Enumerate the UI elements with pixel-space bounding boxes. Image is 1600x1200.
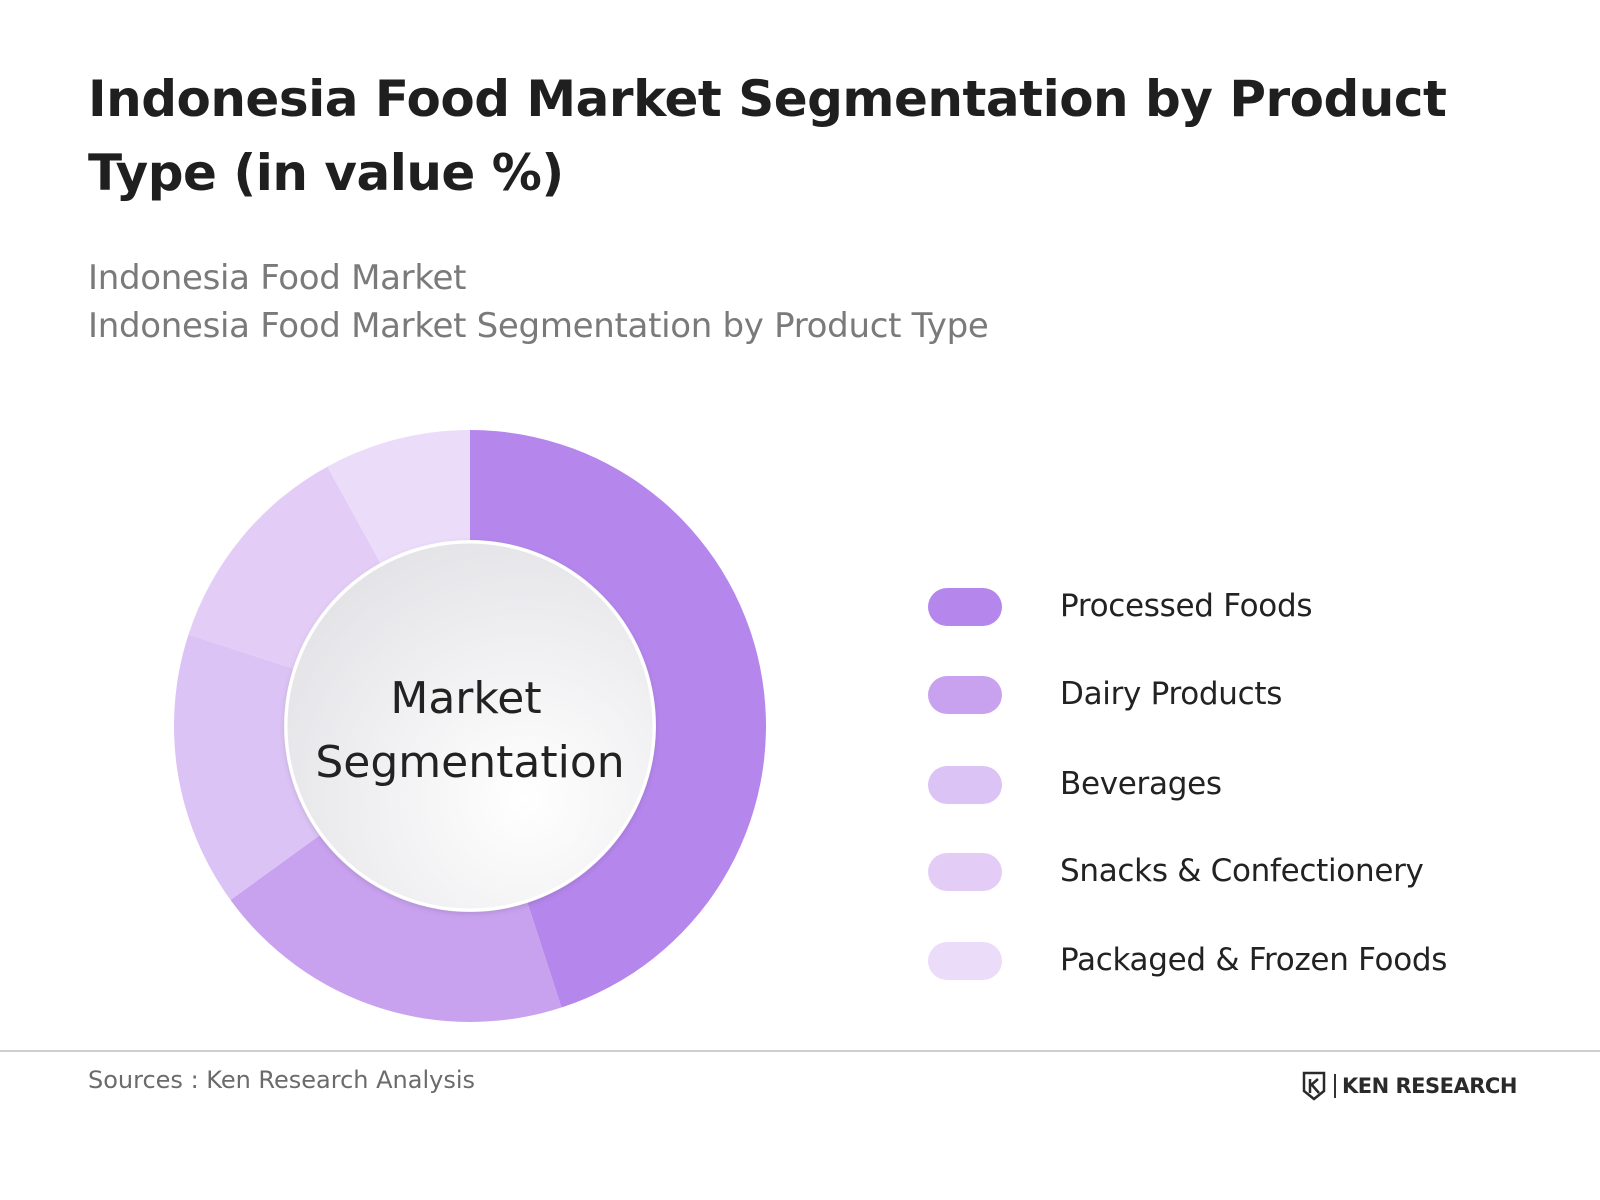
donut-slice-processed-foods bbox=[470, 430, 767, 1008]
legend-swatch bbox=[928, 676, 1002, 714]
legend-label: Processed Foods bbox=[1060, 588, 1313, 624]
donut-center-label-line-1: Market bbox=[390, 673, 541, 724]
legend-item: Processed Foods bbox=[928, 586, 1528, 626]
donut-center-disc bbox=[284, 540, 656, 912]
legend-item: Beverages bbox=[928, 764, 1528, 804]
chart-title: Indonesia Food Market Segmentation by Pr… bbox=[88, 70, 1447, 202]
legend-swatch bbox=[928, 766, 1002, 804]
chart-subtitle-segmentation: Indonesia Food Market Segmentation by Pr… bbox=[88, 306, 989, 346]
legend-label: Snacks & Confectionery bbox=[1060, 853, 1424, 889]
ken-research-logo: KEN RESEARCH bbox=[1300, 1070, 1517, 1102]
legend-item: Dairy Products bbox=[928, 674, 1528, 714]
legend-swatch bbox=[928, 942, 1002, 980]
legend-label: Dairy Products bbox=[1060, 676, 1283, 712]
ken-research-logo-icon bbox=[1302, 1071, 1326, 1101]
source-note: Sources : Ken Research Analysis bbox=[88, 1066, 476, 1094]
legend-swatch bbox=[928, 588, 1002, 626]
brand-name: KEN RESEARCH bbox=[1342, 1074, 1517, 1098]
donut-slice-snacks-confectionery bbox=[188, 466, 381, 669]
legend-label: Packaged & Frozen Foods bbox=[1060, 942, 1448, 978]
legend-swatch bbox=[928, 853, 1002, 891]
footer-divider bbox=[0, 1050, 1600, 1052]
logo-separator bbox=[1334, 1074, 1336, 1098]
legend-label: Beverages bbox=[1060, 766, 1222, 802]
chart-subtitle-market: Indonesia Food Market bbox=[88, 258, 467, 298]
donut-slice-dairy-products bbox=[230, 835, 562, 1022]
legend-item: Snacks & Confectionery bbox=[928, 851, 1528, 891]
donut-center-label-line-2: Segmentation bbox=[315, 737, 624, 788]
legend-item: Packaged & Frozen Foods bbox=[928, 940, 1528, 980]
donut-slice-beverages bbox=[173, 634, 320, 900]
donut-slice-packaged-frozen-foods bbox=[327, 430, 470, 564]
